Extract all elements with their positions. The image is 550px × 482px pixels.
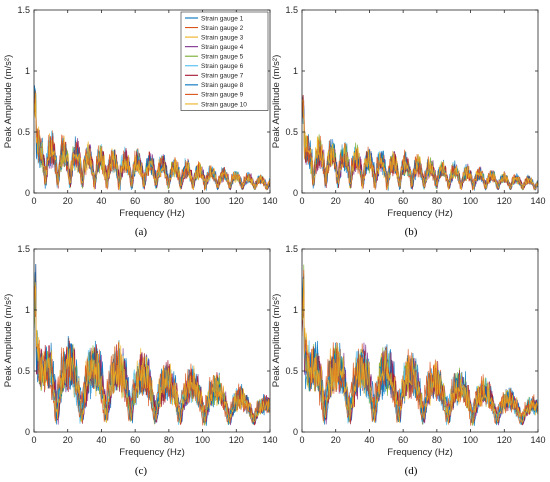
x-tick-label: 80: [432, 435, 442, 445]
x-tick-label: 20: [331, 435, 341, 445]
x-tick-label: 0: [31, 196, 36, 206]
x-tick-label: 100: [463, 435, 478, 445]
y-tick-label: 1: [293, 66, 298, 76]
legend-entry-8: Strain gauge 8: [201, 82, 244, 89]
y-tick-label: 1: [25, 305, 30, 315]
plot-frame: [301, 9, 539, 194]
x-tick-label: 80: [164, 196, 174, 206]
y-tick-label: 1.5: [17, 244, 30, 254]
legend: Strain gauge 1 Strain gauge 2 Strain gauge…: [180, 11, 269, 111]
y-tick-label: 1: [293, 305, 298, 315]
x-tick-label: 100: [195, 435, 210, 445]
legend-entry-6: Strain gauge 6: [201, 63, 244, 70]
chart-panel-d: 0 20 40 60 80 100 120 140 0 0.5 1 1.5 Frequency (Hz)…: [271, 244, 546, 477]
x-axis-label: Frequency (Hz): [119, 447, 184, 458]
y-axis-label: Peak Amplitude (m/s²): [271, 294, 282, 387]
panel-label: (b): [405, 226, 418, 238]
legend-entry-3: Strain gauge 3: [201, 34, 244, 41]
x-tick-label: 20: [63, 435, 73, 445]
chart-panel-b: 0 20 40 60 80 100 120 140 0 0.5 1 1.5 Frequency (Hz)…: [271, 5, 546, 238]
series-line-10: [302, 99, 538, 190]
x-tick-label: 0: [299, 435, 304, 445]
y-tick-label: 0.5: [285, 127, 298, 137]
plot-frame: [33, 9, 271, 194]
series-group: [34, 84, 270, 191]
y-tick-label: 0: [25, 188, 30, 198]
plot-frame: [301, 248, 539, 433]
x-tick-label: 20: [331, 196, 341, 206]
x-tick-label: 140: [262, 435, 277, 445]
x-tick-label: 40: [364, 196, 374, 206]
x-tick-label: 100: [463, 196, 478, 206]
y-tick-label: 0: [293, 188, 298, 198]
legend-entry-1: Strain gauge 1: [201, 15, 244, 22]
y-axis-label: Peak Amplitude (m/s²): [271, 55, 282, 148]
chart-panel-c: 0 20 40 60 80 100 120 140 0 0.5 1 1.5 Frequency (Hz)…: [3, 244, 278, 477]
series-group: [34, 264, 270, 426]
x-tick-label: 60: [398, 435, 408, 445]
y-axis-label: Peak Amplitude (m/s²): [3, 294, 14, 387]
x-tick-label: 40: [96, 435, 106, 445]
x-tick-label: 120: [497, 196, 512, 206]
x-tick-label: 80: [164, 435, 174, 445]
y-tick-label: 1: [25, 66, 30, 76]
legend-entry-10: Strain gauge 10: [201, 101, 247, 108]
panel-label: (d): [405, 465, 418, 477]
x-tick-label: 40: [96, 196, 106, 206]
x-axis-label: Frequency (Hz): [387, 208, 452, 219]
x-tick-label: 140: [262, 196, 277, 206]
x-tick-label: 60: [130, 435, 140, 445]
legend-entry-2: Strain gauge 2: [201, 25, 244, 32]
x-tick-label: 60: [398, 196, 408, 206]
y-tick-label: 0: [25, 427, 30, 437]
series-line-10: [302, 278, 538, 425]
y-tick-label: 0.5: [17, 127, 30, 137]
chart-panel-a: 0 20 40 60 80 100 120 140 0 0.5 1 1.5 Frequency (Hz)…: [3, 5, 278, 238]
series-line-9: [34, 284, 270, 426]
x-tick-label: 140: [530, 435, 545, 445]
x-tick-label: 20: [63, 196, 73, 206]
x-tick-label: 40: [364, 435, 374, 445]
series-line-9: [302, 269, 538, 426]
panel-label: (a): [135, 226, 148, 238]
y-tick-label: 1.5: [285, 5, 298, 15]
series-group: [302, 94, 538, 191]
x-axis-label: Frequency (Hz): [119, 208, 184, 219]
y-tick-label: 1.5: [17, 5, 30, 15]
x-tick-label: 60: [130, 196, 140, 206]
y-tick-label: 1.5: [285, 244, 298, 254]
x-tick-label: 0: [299, 196, 304, 206]
legend-entry-7: Strain gauge 7: [201, 73, 244, 80]
legend-entry-9: Strain gauge 9: [201, 92, 244, 99]
series-line-10: [34, 282, 270, 425]
x-tick-label: 120: [229, 196, 244, 206]
series-line-9: [302, 99, 538, 191]
series-line-10: [34, 93, 270, 190]
x-tick-label: 120: [229, 435, 244, 445]
x-tick-label: 100: [195, 196, 210, 206]
panel-label: (c): [135, 465, 148, 477]
y-tick-label: 0: [293, 427, 298, 437]
series-group: [302, 264, 538, 426]
x-tick-label: 0: [31, 435, 36, 445]
x-tick-label: 80: [432, 196, 442, 206]
x-tick-label: 120: [497, 435, 512, 445]
y-axis-label: Peak Amplitude (m/s²): [3, 55, 14, 148]
y-tick-label: 0.5: [17, 366, 30, 376]
plot-frame: [33, 248, 271, 433]
x-tick-label: 140: [530, 196, 545, 206]
y-tick-label: 0.5: [285, 366, 298, 376]
legend-entry-4: Strain gauge 4: [201, 44, 244, 51]
legend-entry-5: Strain gauge 5: [201, 54, 244, 61]
x-axis-label: Frequency (Hz): [387, 447, 452, 458]
